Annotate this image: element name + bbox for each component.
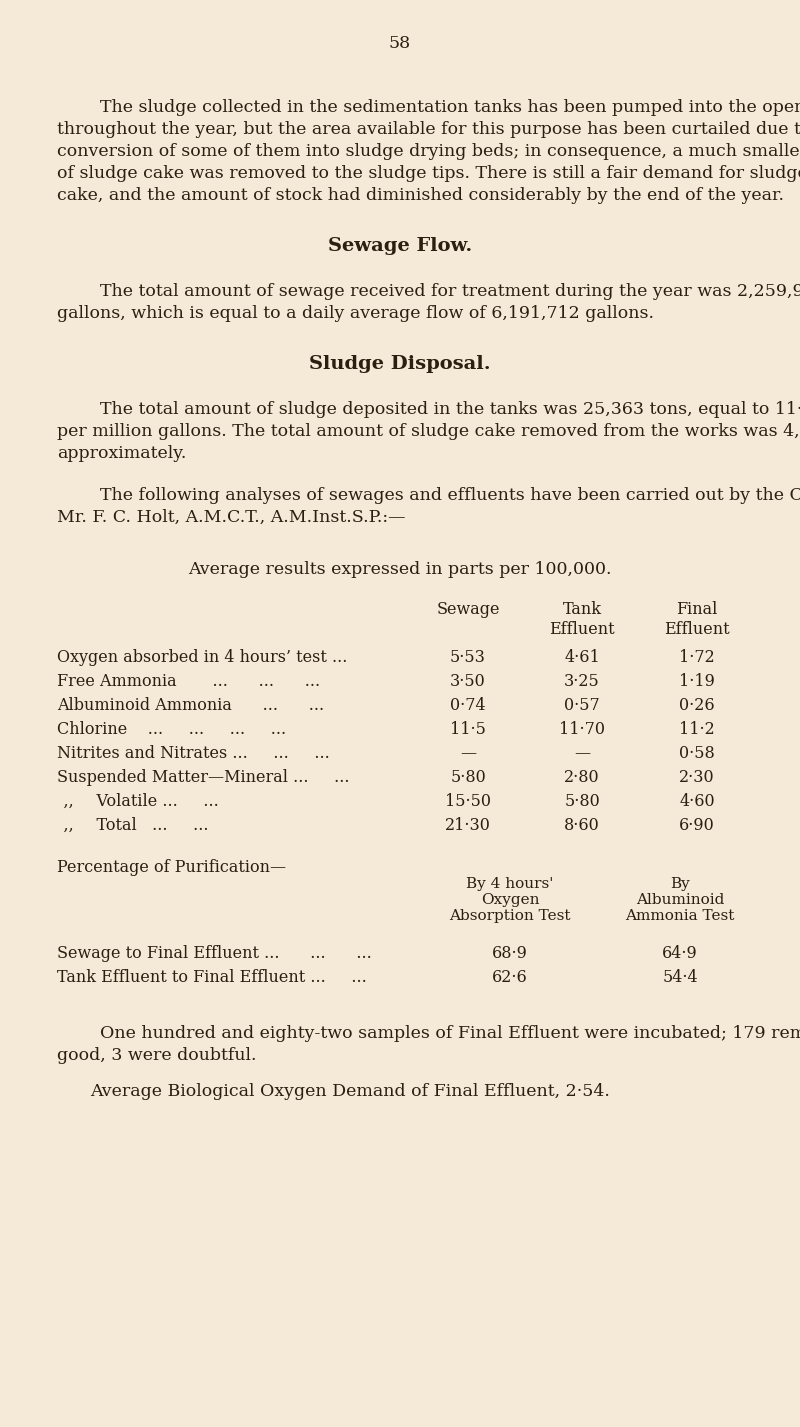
Text: ,,       Volatile ...     ...: ,, Volatile ... ... [57, 793, 218, 811]
Text: Free Ammonia       ...      ...      ...: Free Ammonia ... ... ... [57, 674, 320, 691]
Text: 21·30: 21·30 [445, 818, 491, 833]
Text: Suspended Matter—Mineral ...     ...: Suspended Matter—Mineral ... ... [57, 769, 350, 786]
Text: 58: 58 [389, 36, 411, 51]
Text: 54·4: 54·4 [662, 969, 698, 986]
Text: 1·19: 1·19 [679, 674, 715, 691]
Text: 3·25: 3·25 [564, 674, 600, 691]
Text: 11·2: 11·2 [679, 721, 715, 738]
Text: 0·58: 0·58 [679, 745, 715, 762]
Text: Tank Effluent to Final Effluent ...     ...: Tank Effluent to Final Effluent ... ... [57, 969, 366, 986]
Text: gallons, which is equal to a daily average flow of 6,191,712 gallons.: gallons, which is equal to a daily avera… [57, 305, 654, 323]
Text: Mr. F. C. Holt, A.M.C.T., A.M.Inst.S.P.:—: Mr. F. C. Holt, A.M.C.T., A.M.Inst.S.P.:… [57, 509, 406, 527]
Text: 5·80: 5·80 [564, 793, 600, 811]
Text: 4·60: 4·60 [679, 793, 715, 811]
Text: 6·90: 6·90 [679, 818, 715, 833]
Text: good, 3 were doubtful.: good, 3 were doubtful. [57, 1047, 257, 1065]
Text: cake, and the amount of stock had diminished considerably by the end of the year: cake, and the amount of stock had dimini… [57, 187, 784, 204]
Text: 15·50: 15·50 [445, 793, 491, 811]
Text: 3·50: 3·50 [450, 674, 486, 691]
Text: —: — [574, 745, 590, 762]
Text: 11·70: 11·70 [559, 721, 605, 738]
Text: Sewage Flow.: Sewage Flow. [328, 237, 472, 255]
Text: conversion of some of them into sludge drying beds; in consequence, a much small: conversion of some of them into sludge d… [57, 143, 800, 160]
Text: One hundred and eighty-two samples of Final Effluent were incubated; 179 remaine: One hundred and eighty-two samples of Fi… [100, 1025, 800, 1042]
Text: Sewage to Final Effluent ...      ...      ...: Sewage to Final Effluent ... ... ... [57, 945, 372, 962]
Text: 2·80: 2·80 [564, 769, 600, 786]
Text: Final
Effluent: Final Effluent [664, 601, 730, 638]
Text: 5·53: 5·53 [450, 649, 486, 666]
Text: 11·5: 11·5 [450, 721, 486, 738]
Text: Sludge Disposal.: Sludge Disposal. [309, 355, 491, 372]
Text: 0·26: 0·26 [679, 696, 715, 714]
Text: By
Albuminoid
Ammonia Test: By Albuminoid Ammonia Test [626, 878, 734, 923]
Text: Average Biological Oxygen Demand of Final Effluent, 2·54.: Average Biological Oxygen Demand of Fina… [90, 1083, 610, 1100]
Text: —: — [460, 745, 476, 762]
Text: 2·30: 2·30 [679, 769, 715, 786]
Text: 68·9: 68·9 [492, 945, 528, 962]
Text: 0·74: 0·74 [450, 696, 486, 714]
Text: Albuminoid Ammonia      ...      ...: Albuminoid Ammonia ... ... [57, 696, 324, 714]
Text: Chlorine    ...     ...     ...     ...: Chlorine ... ... ... ... [57, 721, 286, 738]
Text: Tank
Effluent: Tank Effluent [549, 601, 615, 638]
Text: By 4 hours'
Oxygen
Absorption Test: By 4 hours' Oxygen Absorption Test [450, 878, 570, 923]
Text: Average results expressed in parts per 100,000.: Average results expressed in parts per 1… [188, 561, 612, 578]
Text: approximately.: approximately. [57, 445, 186, 462]
Text: 62·6: 62·6 [492, 969, 528, 986]
Text: of sludge cake was removed to the sludge tips. There is still a fair demand for : of sludge cake was removed to the sludge… [57, 166, 800, 183]
Text: 5·80: 5·80 [450, 769, 486, 786]
Text: Sewage: Sewage [436, 601, 500, 618]
Text: throughout the year, but the area available for this purpose has been curtailed : throughout the year, but the area availa… [57, 121, 800, 138]
Text: Percentage of Purification—: Percentage of Purification— [57, 859, 286, 876]
Text: The sludge collected in the sedimentation tanks has been pumped into the open la: The sludge collected in the sedimentatio… [100, 98, 800, 116]
Text: The total amount of sludge deposited in the tanks was 25,363 tons, equal to 11·2: The total amount of sludge deposited in … [100, 401, 800, 418]
Text: 1·72: 1·72 [679, 649, 715, 666]
Text: Oxygen absorbed in 4 hours’ test ...: Oxygen absorbed in 4 hours’ test ... [57, 649, 347, 666]
Text: 0·57: 0·57 [564, 696, 600, 714]
Text: 4·61: 4·61 [564, 649, 600, 666]
Text: Nitrites and Nitrates ...     ...     ...: Nitrites and Nitrates ... ... ... [57, 745, 330, 762]
Text: per million gallons. The total amount of sludge cake removed from the works was : per million gallons. The total amount of… [57, 422, 800, 440]
Text: ,,       Total   ...     ...: ,, Total ... ... [57, 818, 209, 833]
Text: The following analyses of sewages and effluents have been carried out by the Che: The following analyses of sewages and ef… [100, 487, 800, 504]
Text: 8·60: 8·60 [564, 818, 600, 833]
Text: The total amount of sewage received for treatment during the year was 2,259,975,: The total amount of sewage received for … [100, 283, 800, 300]
Text: 64·9: 64·9 [662, 945, 698, 962]
